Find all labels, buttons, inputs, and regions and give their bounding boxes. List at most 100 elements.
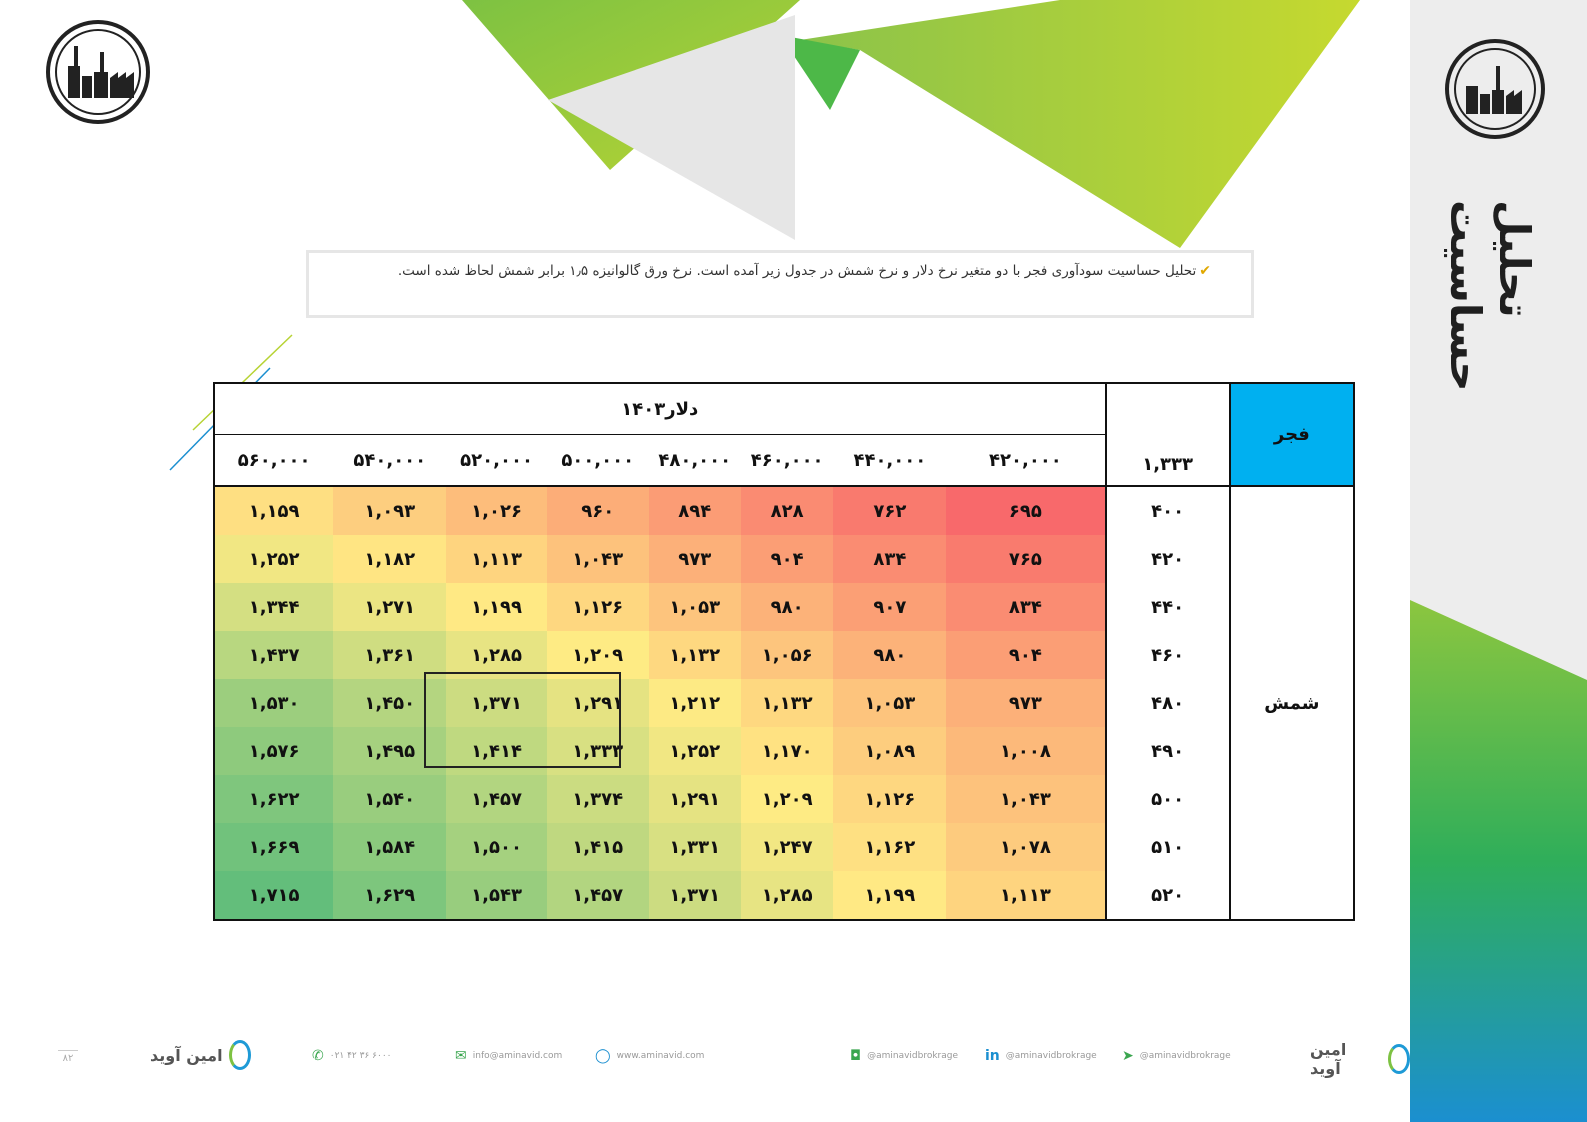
dollar-value-header: ۴۴۰,۰۰۰	[833, 434, 947, 487]
note-content: تحلیل حساسیت سودآوری فجر با دو متغیر نرخ…	[397, 263, 1197, 279]
check-icon: ✔	[1199, 263, 1211, 279]
table-cell: ۱,۰۵۳	[833, 679, 947, 727]
table-cell: ۱,۰۸۹	[833, 727, 947, 775]
mouse-icon: ◯	[595, 1048, 611, 1064]
brand-name: امین آوید	[1310, 1040, 1347, 1078]
table-cell: ۱,۲۰۹	[740, 775, 834, 823]
table-cell: ۱,۲۸۵	[446, 631, 547, 679]
table-cell: ۱,۳۶۱	[333, 631, 447, 679]
table-row: ۵۱۰ ۱,۰۷۸ ۱,۱۶۲ ۱,۲۴۷ ۱,۳۳۱ ۱,۴۱۵ ۱,۵۰۰ ۱,۵۸۴ ۱,…	[212, 823, 1354, 871]
dollar-value-header: ۵۰۰,۰۰۰	[546, 434, 649, 487]
table-cell: ۹۸۰	[740, 583, 834, 631]
footer-telegram[interactable]: ➤ @aminavidbrokrage	[1122, 1048, 1231, 1064]
table-cell: ۱,۰۲۶	[446, 486, 547, 535]
table-cell: ۱,۵۳۰	[212, 679, 334, 727]
linkedin-icon: in	[985, 1048, 1000, 1064]
table-cell: ۸۲۸	[740, 486, 834, 535]
table-cell: ۱,۰۷۸	[946, 823, 1106, 871]
table-cell: ۱,۲۹۱	[648, 775, 741, 823]
table-cell: ۱,۵۴۰	[333, 775, 447, 823]
table-cell: ۱,۴۱۵	[546, 823, 649, 871]
footer-instagram[interactable]: ◘ @aminavidbrokrage	[850, 1048, 958, 1064]
table-cell: ۱,۳۷۱	[648, 871, 741, 921]
table-cell: ۹۰۴	[946, 631, 1106, 679]
footer: ۸۲ امین آوید ✆ ۰۲۱ ۴۲ ۳۶ ۶۰۰۰ ✉ info@amina…	[0, 1040, 1410, 1080]
table-row: ۵۲۰ ۱,۱۱۳ ۱,۱۹۹ ۱,۲۸۵ ۱,۳۷۱ ۱,۴۵۷ ۱,۵۴۳ ۱,۶۲۹ ۱,…	[212, 871, 1354, 921]
table-cell: ۱,۱۵۹	[212, 486, 334, 535]
note-box: ✔تحلیل حساسیت سودآوری فجر با دو متغیر نر…	[306, 250, 1254, 318]
row-label: ۵۲۰	[1104, 871, 1231, 921]
table-cell: ۱,۰۰۸	[946, 727, 1106, 775]
table-row: ۵۰۰ ۱,۰۴۳ ۱,۱۲۶ ۱,۲۰۹ ۱,۲۹۱ ۱,۳۷۴ ۱,۴۵۷ ۱,۵۴۰ ۱,…	[212, 775, 1354, 823]
table-row: ۴۲۰ ۷۶۵ ۸۳۴ ۹۰۴ ۹۷۳ ۱,۰۴۳ ۱,۱۱۳ ۱,۱۸۲ ۱,۲۵۲	[212, 535, 1354, 583]
table-cell: ۱,۵۷۶	[212, 727, 334, 775]
row-label: ۴۹۰	[1104, 727, 1231, 775]
phone-icon: ✆	[312, 1048, 324, 1064]
website-text: www.aminavid.com	[616, 1051, 705, 1061]
brand-name: امین آوید	[150, 1045, 223, 1065]
table-cell: ۱,۲۱۲	[648, 679, 741, 727]
sidebar-title: تحلیل حساسیت	[1441, 200, 1539, 392]
table-cell: ۱,۵۰۰	[446, 823, 547, 871]
dollar-header: دلار۱۴۰۳	[213, 382, 1107, 435]
table-cell: ۱,۱۹۹	[446, 583, 547, 631]
brand-logo-icon	[1388, 1044, 1410, 1074]
linkedin-text: @aminavidbrokrage	[1005, 1051, 1097, 1061]
table-cell: ۱,۱۲۶	[833, 775, 947, 823]
dollar-value-header: ۴۸۰,۰۰۰	[648, 434, 741, 487]
footer-linkedin[interactable]: in @aminavidbrokrage	[985, 1048, 1097, 1064]
table-cell: ۶۹۵	[946, 486, 1106, 535]
factory-logo-icon	[1445, 39, 1545, 139]
table-cell: ۱,۰۴۳	[546, 535, 649, 583]
table-cell: ۱,۲۷۱	[333, 583, 447, 631]
company-header: فجر	[1228, 382, 1356, 487]
table-cell: ۱,۲۵۲	[648, 727, 741, 775]
table-cell: ۱,۰۵۳	[648, 583, 741, 631]
table-cell: ۹۷۳	[946, 679, 1106, 727]
table-cell: ۱,۵۸۴	[333, 823, 447, 871]
table-row: شمش ۴۰۰ ۶۹۵ ۷۶۲ ۸۲۸ ۸۹۴ ۹۶۰ ۱,۰۲۶ ۱,۰۹۳ ۱,۱۵۹	[212, 485, 1356, 921]
telegram-text: @aminavidbrokrage	[1139, 1051, 1231, 1061]
instagram-text: @aminavidbrokrage	[867, 1051, 959, 1061]
table-cell: ۹۰۷	[833, 583, 947, 631]
table-cell: ۸۹۴	[648, 486, 741, 535]
row-label: ۴۸۰	[1104, 679, 1231, 727]
table-cell: ۱,۳۷۱	[446, 679, 547, 727]
table-cell: ۱,۱۱۳	[946, 871, 1106, 921]
table-cell: ۱,۴۵۷	[546, 871, 649, 921]
footer-website[interactable]: ◯ www.aminavid.com	[595, 1048, 704, 1064]
dollar-value-header: ۴۲۰,۰۰۰	[946, 434, 1106, 487]
table-row: ۴۹۰ ۱,۰۰۸ ۱,۰۸۹ ۱,۱۷۰ ۱,۲۵۲ ۱,۳۳۳ ۱,۴۱۴ ۱,۴۹۵ ۱,…	[212, 727, 1354, 775]
table-cell: ۱,۲۵۲	[212, 535, 334, 583]
table-cell: ۱,۳۴۴	[212, 583, 334, 631]
table-cell: ۱,۱۳۲	[740, 679, 834, 727]
table-cell: ۸۳۴	[946, 583, 1106, 631]
dollar-value-header: ۵۴۰,۰۰۰	[333, 434, 447, 487]
table-cell: ۱,۶۶۹	[212, 823, 334, 871]
table-cell: ۱,۴۵۷	[446, 775, 547, 823]
table-cell: ۱,۱۶۲	[833, 823, 947, 871]
table-cell: ۱,۵۴۳	[446, 871, 547, 921]
table-cell: ۱,۰۵۶	[740, 631, 834, 679]
instagram-icon: ◘	[850, 1048, 862, 1064]
table-cell: ۱,۱۹۹	[833, 871, 947, 921]
dollar-value-header: ۵۲۰,۰۰۰	[446, 434, 547, 487]
row-variable-label: شمش	[1228, 485, 1356, 921]
footer-phone: ✆ ۰۲۱ ۴۲ ۳۶ ۶۰۰۰	[312, 1048, 392, 1064]
dollar-value-header: ۴۶۰,۰۰۰	[740, 434, 834, 487]
page-number: ۸۲	[58, 1050, 78, 1064]
table-cell: ۱,۴۱۴	[446, 727, 547, 775]
row-label: ۵۰۰	[1104, 775, 1231, 823]
table-cell: ۱,۱۲۶	[546, 583, 649, 631]
table-cell: ۱,۲۰۹	[546, 631, 649, 679]
table-cell: ۱,۱۷۰	[740, 727, 834, 775]
row-label: ۴۰۰	[1104, 486, 1231, 535]
footer-email[interactable]: ✉ info@aminavid.com	[455, 1048, 562, 1064]
table-cell: ۱,۲۸۵	[740, 871, 834, 921]
row-label: ۴۶۰	[1104, 631, 1231, 679]
footer-brand-right: امین آوید	[1310, 1040, 1410, 1078]
base-value: ۱,۳۳۳	[1104, 382, 1231, 487]
sensitivity-table: فجر ۱,۳۳۳ دلار۱۴۰۳ ۴۲۰,۰۰۰ ۴۴۰,۰۰۰ ۴۶۰,۰۰۰…	[212, 382, 1356, 921]
